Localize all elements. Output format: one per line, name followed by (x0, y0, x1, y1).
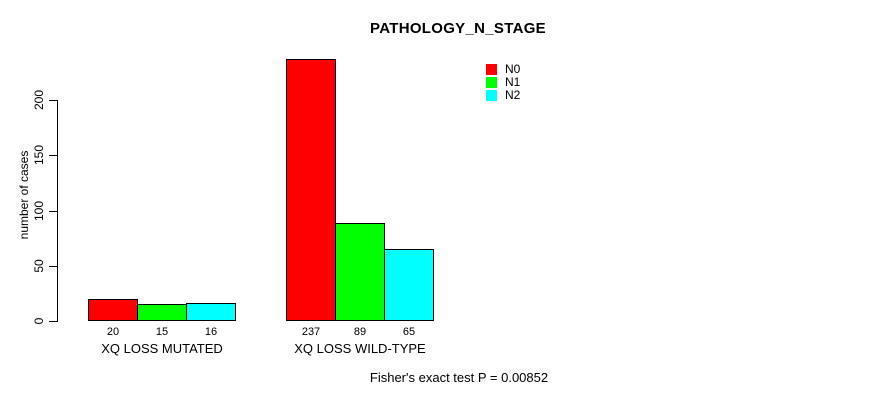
bar-value-label: 89 (353, 326, 367, 338)
bar-n1-xq-loss-mutated (137, 304, 187, 321)
bar-n1-xq-loss-wild-type (335, 223, 385, 321)
y-tick-label: 50 (32, 259, 46, 273)
bar-value-label: 15 (155, 326, 169, 338)
footnote-pvalue: Fisher's exact test P = 0.00852 (369, 370, 549, 385)
bar-value-label: 20 (106, 326, 120, 338)
legend-label: N0 (505, 62, 521, 76)
y-tick-mark (49, 155, 57, 156)
bar-value-label: 237 (301, 326, 321, 338)
legend-row-n2: N2 (486, 89, 520, 102)
y-tick-label: 150 (32, 144, 46, 166)
bar-n2-xq-loss-mutated (186, 303, 236, 321)
x-category-label-xq-loss-wild-type: XQ LOSS WILD-TYPE (294, 341, 426, 356)
y-tick-mark (49, 100, 57, 101)
y-axis-line (57, 100, 58, 322)
bar-n2-xq-loss-wild-type (384, 249, 434, 321)
legend-swatch-n1 (486, 77, 497, 88)
bar-n0-xq-loss-mutated (88, 299, 138, 321)
legend-row-n0: N0 (486, 63, 520, 76)
legend-row-n1: N1 (486, 76, 520, 89)
y-tick-label: 200 (32, 89, 46, 111)
y-axis-label: number of cases (17, 150, 31, 240)
legend-label: N1 (505, 75, 521, 89)
y-tick-mark (49, 211, 57, 212)
y-tick-label: 0 (32, 317, 46, 325)
legend-swatch-n0 (486, 64, 497, 75)
y-tick-mark (49, 266, 57, 267)
chart-title: PATHOLOGY_N_STAGE (370, 20, 546, 37)
legend-swatch-n2 (486, 90, 497, 101)
y-tick-label: 100 (32, 200, 46, 222)
bar-n0-xq-loss-wild-type (286, 59, 336, 321)
legend: N0 N1 N2 (486, 63, 520, 102)
legend-label: N2 (505, 88, 521, 102)
bar-value-label: 16 (204, 326, 218, 338)
x-category-label-xq-loss-mutated: XQ LOSS MUTATED (101, 341, 223, 356)
y-tick-mark (49, 321, 57, 322)
bar-value-label: 65 (402, 326, 416, 338)
